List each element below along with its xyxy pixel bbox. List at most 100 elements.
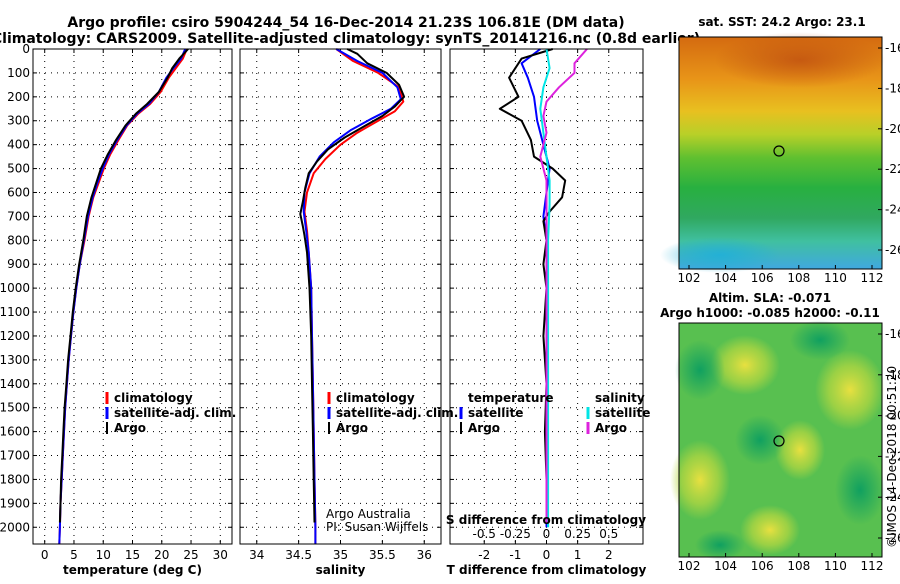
sla-map: Altim. SLA: -0.071 Argo h1000: -0.085 h2… bbox=[660, 291, 900, 573]
map-y-tick-label: -26 bbox=[885, 243, 900, 257]
y-tick-label: 600 bbox=[7, 185, 30, 199]
legend-t-satellite: satellite bbox=[468, 406, 523, 420]
y-tick-label: 1300 bbox=[0, 353, 30, 367]
legend-t-argo: Argo bbox=[468, 421, 500, 435]
x-axis-label: temperature (deg C) bbox=[63, 563, 202, 577]
map-x-tick-label: 110 bbox=[824, 559, 847, 573]
x-tick-label: 35 bbox=[333, 548, 348, 562]
y-tick-label: 500 bbox=[7, 162, 30, 176]
sla-high-2 bbox=[710, 335, 780, 395]
temperature-legend: climatology satellite-adj. clim. Argo bbox=[105, 391, 236, 435]
x-tick-label: 2 bbox=[605, 548, 613, 562]
top-x-tick-label: 0.5 bbox=[599, 527, 618, 541]
sst-map: sat. SST: 24.2 Argo: 23.1 bbox=[660, 15, 900, 285]
sla-low-1 bbox=[675, 340, 725, 400]
x-tick-label: -1 bbox=[509, 548, 521, 562]
legend-s-argo: Argo bbox=[595, 421, 627, 435]
y-tick-label: 100 bbox=[7, 66, 30, 80]
map-x-tick-label: 102 bbox=[678, 559, 701, 573]
map-x-tick-label: 112 bbox=[861, 271, 884, 285]
x-tick-label: 20 bbox=[154, 548, 169, 562]
y-tick-label: 300 bbox=[7, 114, 30, 128]
map-y-tick-label: -22 bbox=[885, 162, 900, 176]
series-line-satellite bbox=[539, 48, 551, 528]
salinity-legend: climatology satellite-adj. clim. Argo Ar… bbox=[326, 391, 458, 534]
legend-salinity-title: salinity bbox=[595, 391, 645, 405]
map-x-tick-label: 104 bbox=[714, 559, 737, 573]
difference-profile-panel: -2 -1 0 1 2 -0.5 -0.25 0 0.25 0.5 T difference fro… bbox=[447, 48, 647, 577]
panel-frame bbox=[239, 48, 442, 545]
sla-high-1 bbox=[670, 440, 730, 520]
argo-credit-2: PI: Susan Wijffels bbox=[326, 520, 428, 534]
title-line-1: Argo profile: csiro 5904244_54 16-Dec-20… bbox=[67, 15, 624, 31]
y-tick-label: 1600 bbox=[0, 425, 30, 439]
sst-map-frame bbox=[678, 36, 883, 270]
map-y-tick-label: -24 bbox=[885, 203, 900, 217]
x-tick-label: 1 bbox=[574, 548, 582, 562]
x-tick-label: 0 bbox=[41, 548, 49, 562]
y-tick-label: 0 bbox=[22, 42, 30, 56]
argo-credit-1: Argo Australia bbox=[326, 507, 411, 521]
map-y-tick-label: -16 bbox=[885, 327, 900, 341]
map-y-tick-label: -18 bbox=[885, 81, 900, 95]
x-tick-label: 25 bbox=[183, 548, 198, 562]
sla-high-4 bbox=[775, 420, 825, 480]
y-tick-label: 1200 bbox=[0, 329, 30, 343]
sla-low-5 bbox=[695, 530, 745, 560]
map-x-tick-label: 110 bbox=[824, 271, 847, 285]
legend-argo-2: Argo bbox=[336, 421, 368, 435]
sst-map-title: sat. SST: 24.2 Argo: 23.1 bbox=[698, 15, 865, 29]
map-x-tick-label: 112 bbox=[861, 559, 884, 573]
title-line-2: Climatology: CARS2009. Satellite-adjuste… bbox=[0, 31, 700, 47]
top-x-tick-label: 0.25 bbox=[564, 527, 591, 541]
sst-warm-patch bbox=[715, 32, 885, 88]
top-x-tick-label: -0.25 bbox=[500, 527, 531, 541]
y-tick-label: 1100 bbox=[0, 305, 30, 319]
y-tick-label: 400 bbox=[7, 138, 30, 152]
y-tick-label: 1500 bbox=[0, 401, 30, 415]
map-x-tick-label: 106 bbox=[751, 271, 774, 285]
legend-s-satellite: satellite bbox=[595, 406, 650, 420]
legend-climatology-2: climatology bbox=[336, 391, 415, 405]
map-y-tick-label: -20 bbox=[885, 409, 900, 423]
x-axis-label: salinity bbox=[316, 563, 366, 577]
series-line-argo bbox=[299, 48, 406, 523]
map-y-tick-label: -16 bbox=[885, 41, 900, 55]
sla-high-5 bbox=[740, 505, 800, 555]
temperature-profile-panel: 0100200300400500600700800900100011001200… bbox=[0, 42, 233, 577]
series-line-argo bbox=[539, 48, 588, 523]
top-axis-label: S difference from climatology bbox=[446, 513, 646, 527]
y-tick-label: 2000 bbox=[0, 520, 30, 534]
y-tick-label: 1000 bbox=[0, 281, 30, 295]
sst-map-ticks: -16 -18 -20 -22 -24 -26 102 104 106 108 110 112 bbox=[678, 41, 900, 285]
series-line-satellite-adj-clim- bbox=[58, 48, 187, 545]
sla-low-2 bbox=[790, 320, 850, 360]
map-x-tick-label: 108 bbox=[787, 559, 810, 573]
sla-map-title-2: Argo h1000: -0.085 h2000: -0.11 bbox=[660, 306, 880, 320]
map-y-tick-label: -26 bbox=[885, 531, 900, 545]
sla-high-3 bbox=[815, 350, 885, 430]
map-y-tick-label: -24 bbox=[885, 490, 900, 504]
map-x-tick-label: 108 bbox=[787, 271, 810, 285]
series-line-argo bbox=[498, 48, 567, 523]
x-tick-label: 10 bbox=[96, 548, 111, 562]
x-tick-label: 34.5 bbox=[285, 548, 312, 562]
map-y-tick-label: -20 bbox=[885, 122, 900, 136]
x-tick-label: 34 bbox=[249, 548, 264, 562]
sla-map-frame bbox=[678, 322, 883, 558]
footer-stamp: ©IMOS 14-Dec-2018 00:51:20 bbox=[885, 366, 899, 548]
top-x-tick-label: -0.5 bbox=[473, 527, 496, 541]
x-tick-label: 30 bbox=[213, 548, 228, 562]
x-tick-label: 36 bbox=[417, 548, 432, 562]
map-y-tick-label: -22 bbox=[885, 449, 900, 463]
series-line-satellite-adj-clim- bbox=[302, 48, 402, 544]
legend-argo-1: Argo bbox=[114, 421, 146, 435]
y-tick-label: 1800 bbox=[0, 472, 30, 486]
x-tick-label: 5 bbox=[70, 548, 78, 562]
y-tick-label: 900 bbox=[7, 257, 30, 271]
x-tick-label: 0 bbox=[543, 548, 551, 562]
panel-frame bbox=[32, 48, 233, 545]
series-line-argo bbox=[58, 48, 189, 523]
legend-satellite-adj-1: satellite-adj. clim. bbox=[114, 406, 236, 420]
x-tick-label: 15 bbox=[125, 548, 140, 562]
